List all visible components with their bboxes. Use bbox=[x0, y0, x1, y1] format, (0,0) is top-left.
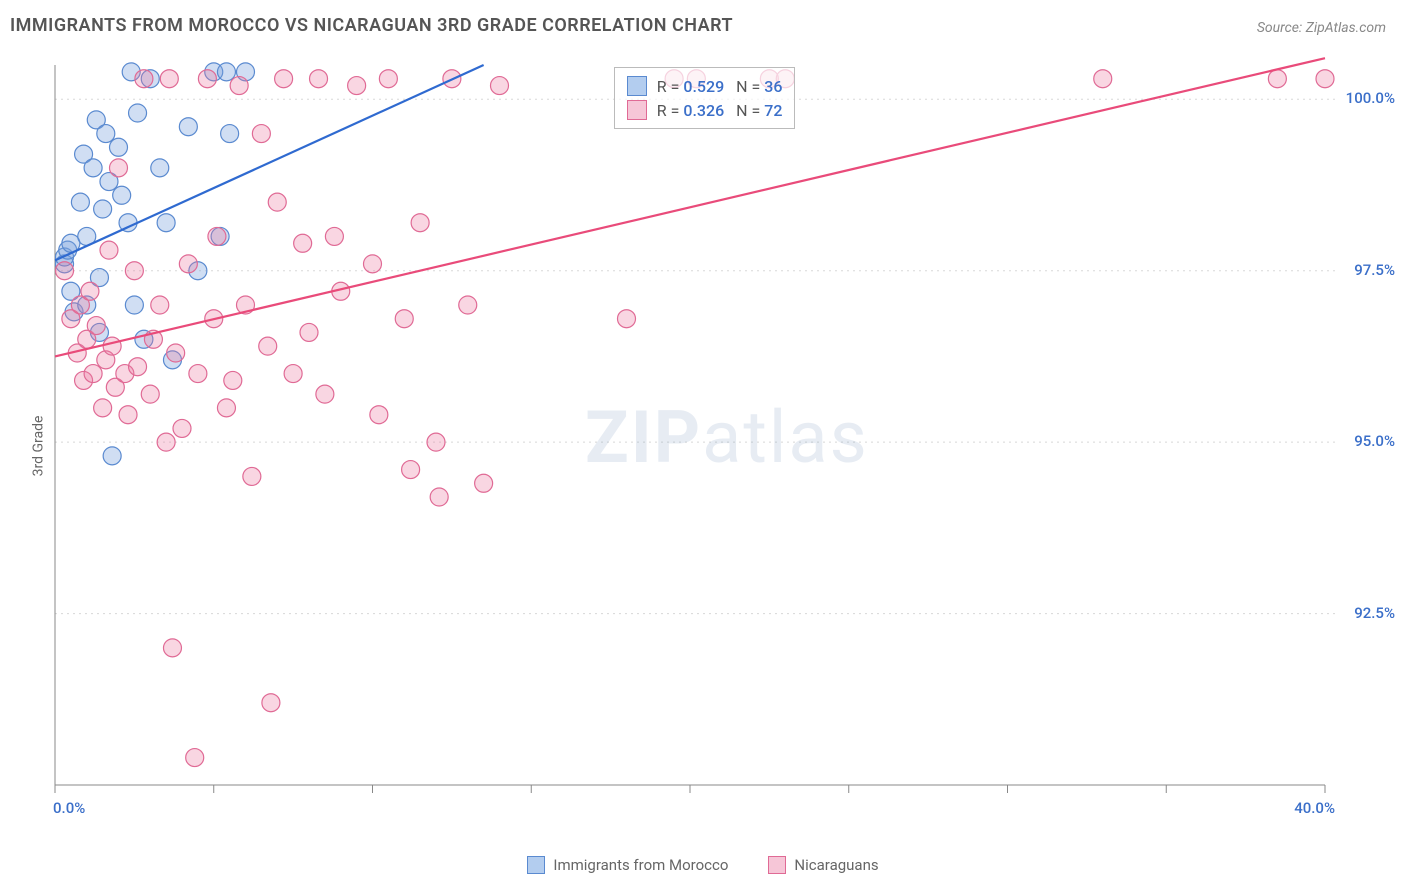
x-tick-label: 40.0% bbox=[1294, 799, 1335, 817]
scatter-plot-svg bbox=[45, 55, 1335, 815]
legend-swatch bbox=[768, 856, 786, 874]
bottom-legend-item: Nicaraguans bbox=[768, 856, 878, 874]
y-tick-label: 100.0% bbox=[1346, 89, 1395, 107]
legend-swatch bbox=[527, 856, 545, 874]
source-attribution: Source: ZipAtlas.com bbox=[1257, 20, 1386, 36]
y-axis-label: 3rd Grade bbox=[30, 416, 46, 477]
legend-label: Nicaraguans bbox=[794, 856, 878, 874]
legend-label: Immigrants from Morocco bbox=[553, 856, 728, 874]
chart-area: ZIPatlas R = 0.529 N = 36R = 0.326 N = 7… bbox=[45, 55, 1335, 815]
bottom-legend: Immigrants from Morocco Nicaraguans bbox=[0, 856, 1406, 874]
y-tick-label: 97.5% bbox=[1354, 261, 1395, 279]
y-tick-label: 95.0% bbox=[1354, 432, 1395, 450]
legend-swatch bbox=[627, 100, 647, 120]
legend-stat: R = 0.529 N = 36 bbox=[657, 77, 783, 96]
legend-row: R = 0.326 N = 72 bbox=[627, 98, 783, 122]
x-tick-label: 0.0% bbox=[53, 799, 85, 817]
legend-stat: R = 0.326 N = 72 bbox=[657, 101, 783, 120]
legend-row: R = 0.529 N = 36 bbox=[627, 74, 783, 98]
y-tick-label: 92.5% bbox=[1354, 604, 1395, 622]
bottom-legend-item: Immigrants from Morocco bbox=[527, 856, 728, 874]
page-title: IMMIGRANTS FROM MOROCCO VS NICARAGUAN 3R… bbox=[10, 15, 733, 36]
legend-swatch bbox=[627, 76, 647, 96]
legend-panel: R = 0.529 N = 36 R = 0.326 N = 72 bbox=[614, 67, 796, 129]
